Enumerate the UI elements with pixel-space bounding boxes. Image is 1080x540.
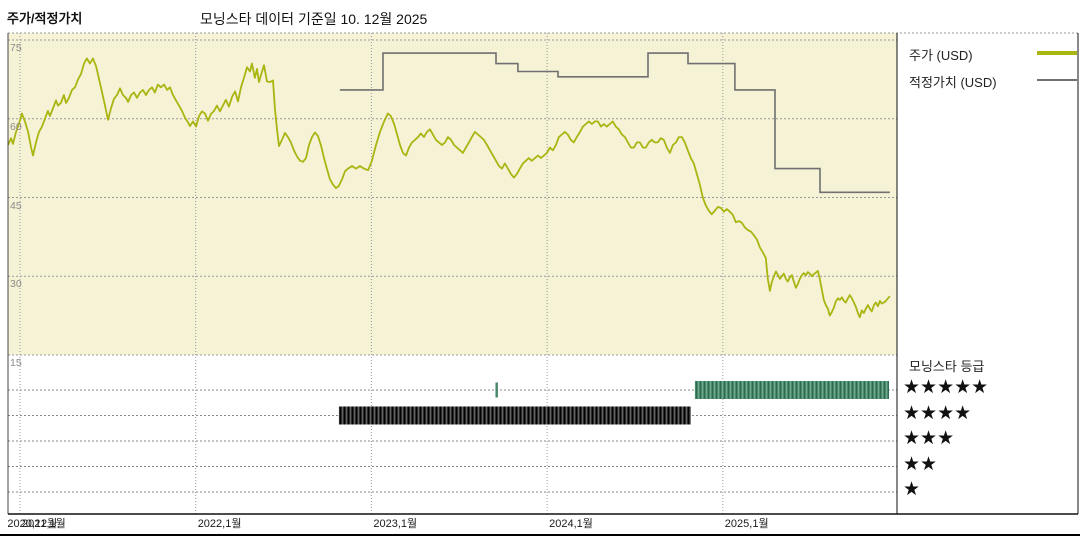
rating-band-5star [694, 381, 890, 399]
y-tick-label-30: 30 [10, 278, 22, 291]
legend-fair-value-line-swatch [1037, 79, 1077, 81]
as-of-title: 모닝스타 데이터 기준일 10. 12월 2025 [200, 11, 428, 27]
x-tick-label-2022,1월: 2022,1월 [197, 518, 242, 530]
rating-legend-title: 모닝스타 등급 [909, 359, 985, 374]
legend-price-label: 주가 (USD) [909, 48, 973, 63]
section-title: 주가/적정가치 [7, 11, 83, 26]
rating-row-2-stars: ★★ [903, 453, 938, 475]
rating-row-4-stars: ★★★★ [903, 402, 972, 424]
y-tick-label-75: 75 [10, 42, 22, 54]
legend-fair-value-label: 적정가치 (USD) [909, 75, 997, 90]
x-tick-label-2020,12월: 2020,12월 [7, 518, 58, 530]
y-tick-label-15: 15 [10, 357, 22, 369]
rating-band-4star [338, 406, 691, 425]
fair-value-line [339, 52, 890, 194]
x-tick-label-2021,1월: 2021,1월 [22, 518, 66, 530]
price-plot-background [8, 33, 897, 355]
rating-band-5star [495, 382, 498, 398]
y-tick-label-45: 45 [10, 199, 22, 212]
rating-row-5-stars: ★★★★★ [903, 377, 989, 398]
price-line [7, 57, 891, 319]
rating-plot-background [8, 355, 897, 514]
x-tick-label-2024,1월: 2024,1월 [549, 518, 593, 530]
y-tick-label-60: 60 [10, 120, 22, 133]
legend-price-line-swatch [1037, 51, 1077, 55]
rating-row-3-stars: ★★★ [903, 428, 955, 449]
x-tick-label-2025,1월: 2025,1월 [724, 518, 769, 530]
bottom-divider-line [0, 534, 1080, 536]
rating-row-1-stars: ★ [903, 479, 921, 500]
x-tick-label-2023,1월: 2023,1월 [373, 518, 418, 530]
